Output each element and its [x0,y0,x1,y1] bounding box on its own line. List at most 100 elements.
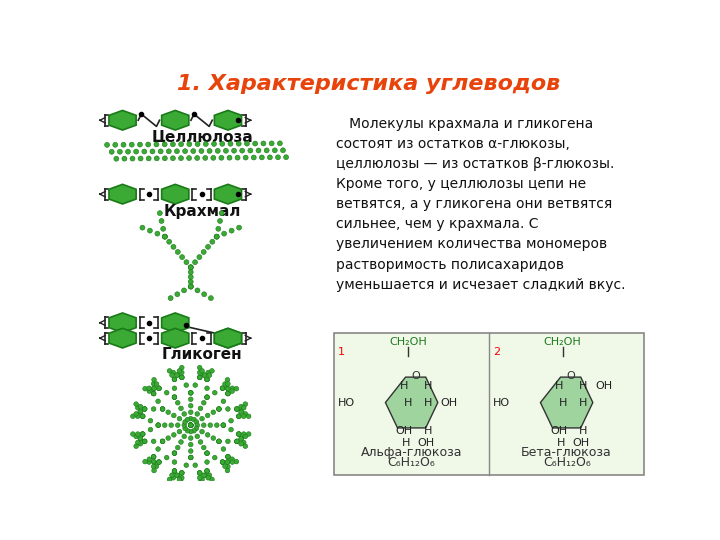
Circle shape [225,439,230,444]
Circle shape [203,156,208,160]
Circle shape [140,432,145,436]
Circle shape [143,387,148,391]
Circle shape [156,447,161,451]
Circle shape [225,392,230,396]
Circle shape [151,381,156,386]
Circle shape [245,141,249,146]
Circle shape [219,156,224,160]
Circle shape [205,245,210,249]
Circle shape [269,141,274,146]
Circle shape [164,455,169,460]
Circle shape [161,439,165,444]
Circle shape [236,432,241,436]
Circle shape [230,389,235,394]
Circle shape [220,141,225,146]
Circle shape [143,407,147,411]
Circle shape [138,409,143,414]
Circle shape [143,460,148,464]
Circle shape [243,434,248,438]
Circle shape [130,142,134,147]
Circle shape [171,413,176,418]
Circle shape [261,141,266,146]
Circle shape [148,418,153,423]
Circle shape [253,141,258,146]
Circle shape [162,142,167,147]
Polygon shape [385,377,438,428]
Circle shape [179,470,184,475]
Circle shape [176,446,180,450]
Circle shape [221,447,226,451]
Circle shape [161,407,165,411]
Circle shape [189,423,193,428]
Circle shape [199,416,204,421]
Circle shape [212,141,217,146]
Text: OH: OH [417,438,434,448]
Circle shape [189,423,193,428]
Circle shape [172,451,177,455]
Circle shape [208,423,212,428]
Circle shape [170,373,174,377]
Circle shape [204,451,210,455]
Circle shape [189,423,193,428]
Text: H: H [423,381,432,390]
Circle shape [175,473,180,478]
Circle shape [239,404,243,409]
Circle shape [204,460,210,464]
Circle shape [202,292,207,296]
Text: 1. Характеристика углеводов: 1. Характеристика углеводов [177,74,561,94]
Circle shape [239,442,243,446]
Text: 2: 2 [493,347,500,357]
Circle shape [189,390,193,395]
Circle shape [235,155,240,160]
Circle shape [143,439,147,444]
Circle shape [236,414,241,418]
Circle shape [256,148,261,153]
Circle shape [195,423,199,428]
Circle shape [156,399,161,403]
Circle shape [138,142,143,147]
Circle shape [235,439,239,444]
Circle shape [166,149,171,154]
Text: O: O [411,371,420,381]
Circle shape [145,142,150,147]
Circle shape [239,436,243,441]
Circle shape [171,476,176,480]
Circle shape [227,155,232,160]
Text: OH: OH [595,381,613,390]
Polygon shape [215,328,241,348]
Circle shape [157,386,161,390]
Circle shape [230,460,235,464]
Circle shape [264,148,269,153]
Circle shape [142,149,147,154]
Circle shape [147,460,151,464]
Circle shape [239,409,243,414]
Circle shape [204,377,210,382]
Circle shape [220,460,225,464]
Circle shape [217,407,221,411]
FancyBboxPatch shape [334,333,644,475]
Circle shape [172,386,177,390]
Circle shape [202,401,206,405]
Text: 1: 1 [338,347,345,357]
Circle shape [130,156,135,161]
Circle shape [179,470,184,475]
Circle shape [189,455,193,460]
Circle shape [152,386,156,390]
Circle shape [243,155,248,160]
Text: OH: OH [395,426,412,436]
Circle shape [189,397,193,402]
Circle shape [182,434,186,438]
Circle shape [171,156,176,161]
Circle shape [189,423,193,428]
Circle shape [199,369,204,373]
Circle shape [113,143,118,147]
Circle shape [220,460,225,464]
Circle shape [152,377,156,382]
Circle shape [217,439,221,444]
Circle shape [234,387,239,391]
Circle shape [122,156,127,161]
Circle shape [204,469,210,473]
Circle shape [183,420,187,424]
Circle shape [187,141,192,147]
Circle shape [235,407,239,411]
